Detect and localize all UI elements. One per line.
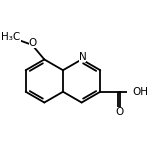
Text: O: O: [115, 107, 123, 117]
Text: N: N: [79, 52, 86, 62]
Text: O: O: [29, 39, 37, 48]
Text: H₃C: H₃C: [1, 32, 21, 42]
Text: OH: OH: [132, 87, 148, 97]
